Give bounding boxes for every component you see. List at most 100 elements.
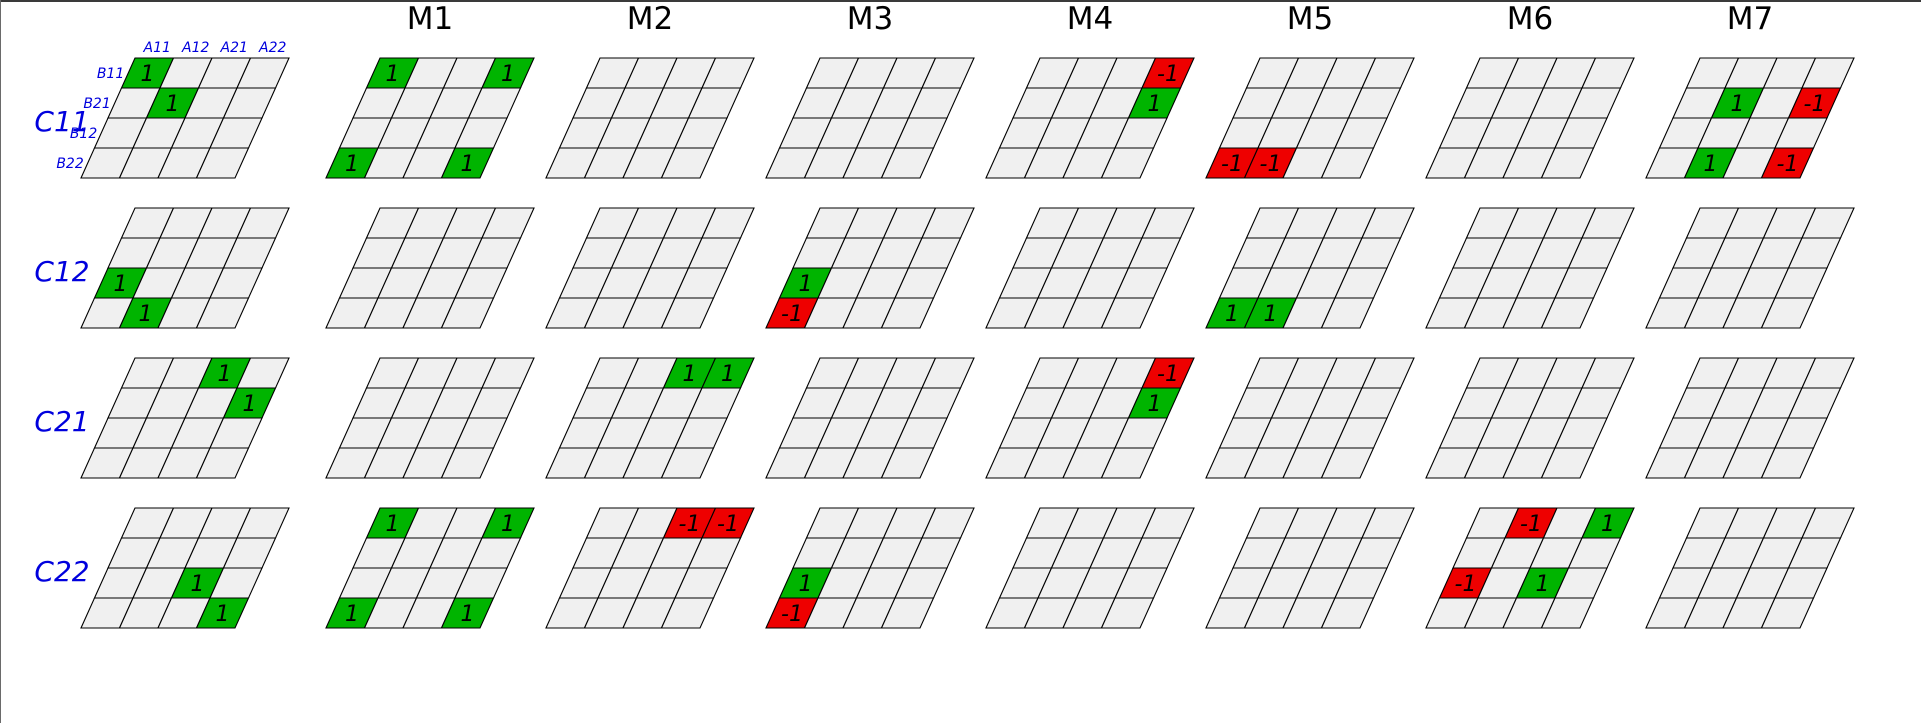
cell-value-label: -1 (1804, 92, 1826, 117)
a-label-a12: A12 (181, 40, 209, 56)
b-label-b22: B22 (56, 156, 84, 172)
cell-value-label: 1 (141, 62, 155, 87)
top-border (0, 0, 1921, 2)
cell-value-label: 1 (345, 602, 359, 627)
cell-value-label: 1 (799, 272, 813, 297)
grid-c11-ref: 11 (80, 57, 290, 179)
cell-value-label: 1 (721, 362, 735, 387)
grid-c22-m5 (1205, 507, 1415, 629)
cell-value-label: -1 (1221, 152, 1243, 177)
left-border (0, 0, 1, 723)
cell-value-label: -1 (1157, 62, 1179, 87)
cell-positive (195, 597, 250, 629)
cell-empty (1540, 147, 1595, 179)
cell-value-label: -1 (717, 512, 739, 537)
cell-empty (1100, 147, 1155, 179)
cell-value-label: 1 (1601, 512, 1615, 537)
cell-value-label: -1 (679, 512, 701, 537)
grid-c11-m2 (545, 57, 755, 179)
cell-empty (660, 447, 715, 479)
cell-value-label: 1 (1148, 392, 1162, 417)
cell-value-label: 1 (139, 302, 153, 327)
grid-c12-m6 (1425, 207, 1635, 329)
cell-value-label: -1 (781, 602, 803, 627)
cell-value-label: 1 (345, 152, 359, 177)
cell-value-label: 1 (799, 572, 813, 597)
cell-empty (1100, 597, 1155, 629)
cell-empty (195, 447, 250, 479)
row-label-c12: C12 (34, 255, 89, 288)
cell-value-label: 1 (501, 512, 515, 537)
cell-value-label: -1 (1455, 572, 1477, 597)
grid-c22-m6: -1 1 -1 1 (1425, 507, 1635, 629)
grid-c22-m7 (1645, 507, 1855, 629)
grid-c22-m2: -1 -1 (545, 507, 755, 629)
cell-value-label: 1 (218, 362, 232, 387)
cell-value-label: 1 (1536, 572, 1550, 597)
cell-value-label: -1 (1260, 152, 1282, 177)
grid-c21-m1 (325, 357, 535, 479)
cell-empty (1760, 597, 1815, 629)
cell-empty (440, 447, 495, 479)
b-label-b21: B21 (83, 96, 110, 112)
cell-value-label: 1 (501, 62, 515, 87)
cell-positive (440, 147, 495, 179)
row-label-c11: C11 (34, 105, 89, 138)
cell-empty (1760, 297, 1815, 329)
grid-c11-m5: -1 -1 (1205, 57, 1415, 179)
cell-value-label: -1 (1157, 362, 1179, 387)
cell-empty (1320, 447, 1375, 479)
cell-empty (1100, 297, 1155, 329)
row-label-c22: C22 (34, 555, 89, 588)
grid-c12-m4 (985, 207, 1195, 329)
grid-c21-m7 (1645, 357, 1855, 479)
cell-empty (1760, 447, 1815, 479)
cell-value-label: 1 (386, 512, 400, 537)
grid-c11-m7: 1 -1 1 -1 (1645, 57, 1855, 179)
grid-c11-m6 (1425, 57, 1635, 179)
grid-c22-m4 (985, 507, 1195, 629)
cell-value-label: -1 (1520, 512, 1542, 537)
cell-empty (1540, 297, 1595, 329)
cell-value-label: 1 (461, 602, 475, 627)
b-label-b12: B12 (70, 126, 98, 142)
cell-empty (1100, 447, 1155, 479)
cell-empty (1540, 597, 1595, 629)
grid-c21-m6 (1425, 357, 1635, 479)
cell-value-label: 1 (386, 62, 400, 87)
cell-empty (880, 597, 935, 629)
cell-value-label: 1 (1148, 92, 1162, 117)
cell-empty (195, 297, 250, 329)
column-header-m7: M7 (1727, 1, 1773, 37)
cell-empty (880, 297, 935, 329)
cell-value-label: 1 (1704, 152, 1718, 177)
grid-c22-m1: 1 1 1 1 (325, 507, 535, 629)
b-label-b11: B11 (97, 66, 124, 82)
grid-c12-ref: 11 (80, 207, 290, 329)
grid-c21-ref: 11 (80, 357, 290, 479)
grid-c12-m2 (545, 207, 755, 329)
cell-empty (440, 297, 495, 329)
grid-c21-m5 (1205, 357, 1415, 479)
grid-c21-m3 (765, 357, 975, 479)
grid-c11-m3 (765, 57, 975, 179)
grid-c11-m1: 1 1 1 1 (325, 57, 535, 179)
grid-c21-m4: -11 (985, 357, 1195, 479)
cell-empty (1320, 297, 1375, 329)
cell-empty (1540, 447, 1595, 479)
a-label-a11: A11 (143, 40, 171, 56)
grid-c11-m4: -11 (985, 57, 1195, 179)
cell-value-label: -1 (781, 302, 803, 327)
cell-value-label: 1 (1225, 302, 1239, 327)
cell-value-label: 1 (1731, 92, 1745, 117)
grid-c12-m7 (1645, 207, 1855, 329)
cell-value-label: 1 (683, 362, 697, 387)
column-header-m6: M6 (1507, 1, 1553, 37)
cell-empty (195, 147, 250, 179)
cell-value-label: 1 (243, 392, 257, 417)
cell-empty (660, 597, 715, 629)
cell-empty (1320, 597, 1375, 629)
